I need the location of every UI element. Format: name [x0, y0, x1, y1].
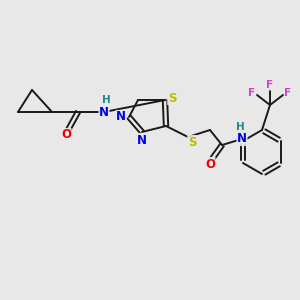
Text: N: N [237, 133, 247, 146]
Text: H: H [236, 122, 244, 132]
Text: F: F [266, 80, 274, 90]
Text: N: N [137, 134, 147, 146]
Text: N: N [116, 110, 126, 124]
Text: O: O [61, 128, 71, 142]
Text: H: H [102, 95, 110, 105]
Text: F: F [284, 88, 292, 98]
Text: S: S [168, 92, 176, 104]
Text: N: N [99, 106, 109, 118]
Text: F: F [248, 88, 256, 98]
Text: S: S [188, 136, 196, 148]
Text: O: O [205, 158, 215, 170]
